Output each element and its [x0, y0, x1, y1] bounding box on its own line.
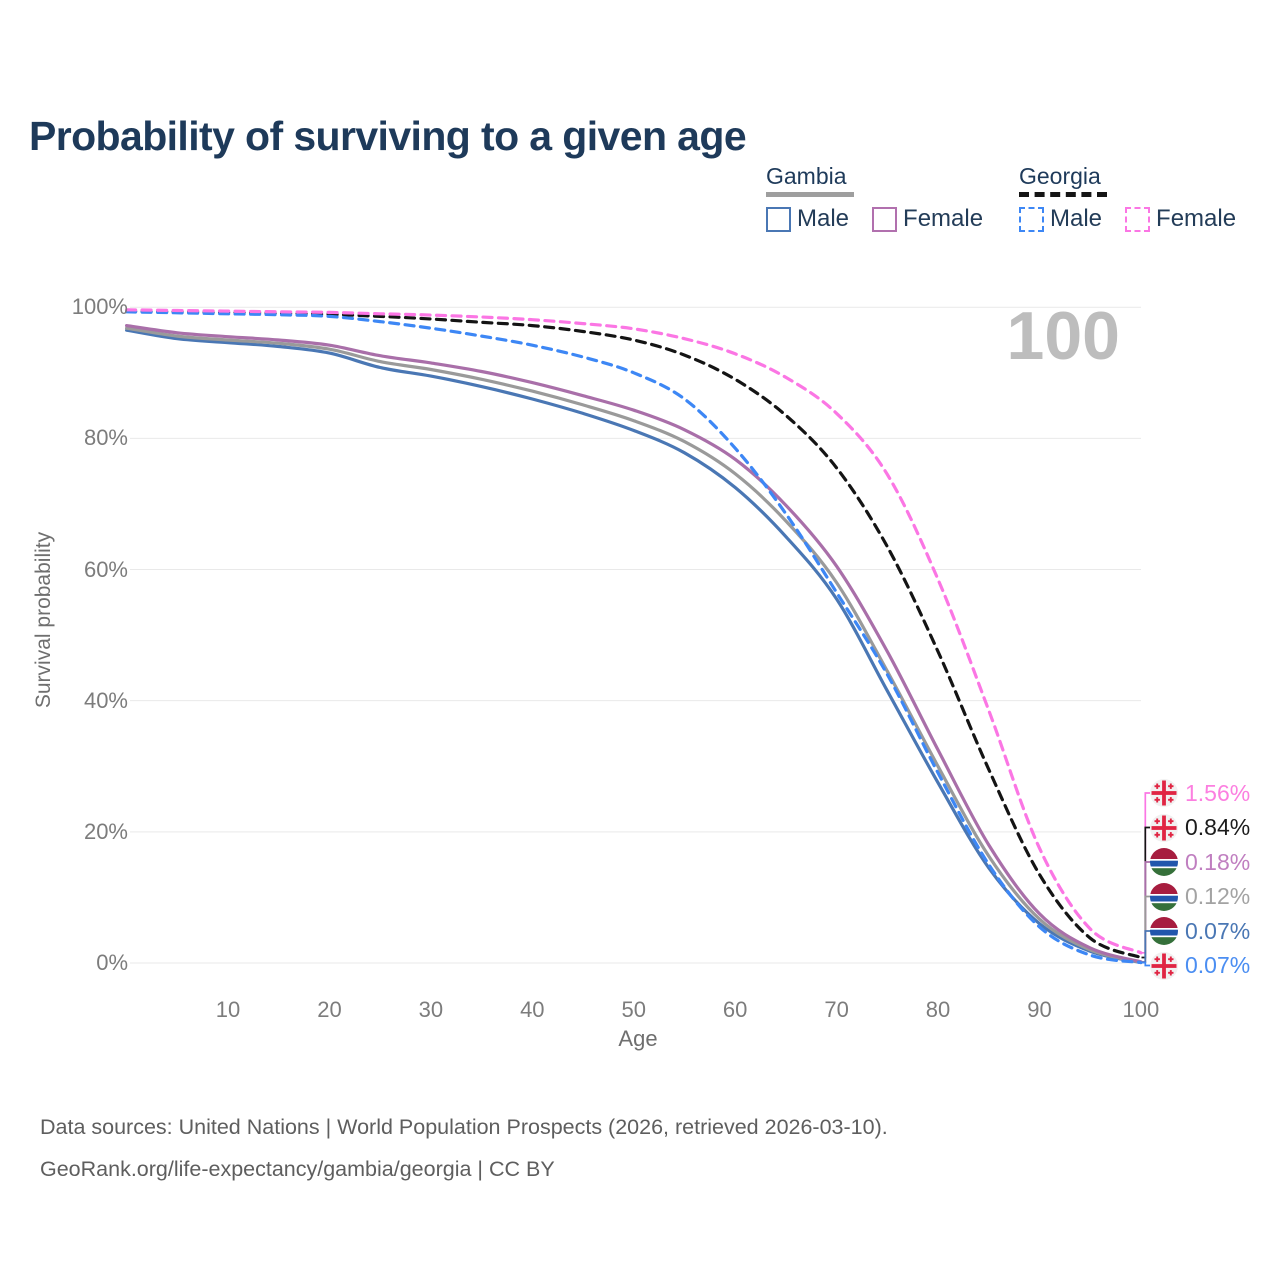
- end-label-georgia-0.84%[interactable]: 0.84%: [1150, 812, 1250, 844]
- georgia-male-swatch-icon: [1019, 206, 1044, 232]
- x-tick-label: 80: [925, 997, 951, 1022]
- end-label-value: 0.12%: [1185, 883, 1251, 909]
- y-tick-label: 80%: [83, 425, 128, 451]
- end-label-georgia-0.07%[interactable]: 0.07%: [1150, 950, 1250, 982]
- end-label-gambia-0.07%[interactable]: 0.07%: [1150, 915, 1250, 947]
- series-line-gambia-female[interactable]: [125, 324, 1143, 964]
- legend-item-label: Female: [1156, 205, 1237, 232]
- x-tick-label: 40: [520, 997, 545, 1022]
- legend-heading-gambia: Gambia: [766, 163, 854, 197]
- leader-line: [1141, 961, 1151, 967]
- y-tick-label: 100%: [71, 294, 128, 320]
- age-counter-watermark: 100: [1006, 298, 1120, 374]
- legend-group-gambia: Gambia Male Female: [766, 163, 983, 233]
- legend-item-label: Male: [1050, 205, 1103, 232]
- y-tick-label: 40%: [83, 687, 128, 713]
- georgia-flag-icon: [1150, 951, 1178, 980]
- x-tick-label: 100: [1122, 997, 1160, 1022]
- legend-group-georgia: Georgia Male Female: [1019, 163, 1236, 233]
- gambia-female-swatch-icon: [872, 206, 898, 232]
- gambia-male-swatch-icon: [766, 206, 791, 232]
- footer-link-line: GeoRank.org/life-expectancy/gambia/georg…: [40, 1157, 555, 1181]
- end-label-value: 0.07%: [1185, 917, 1251, 944]
- end-label-gambia-0.18%[interactable]: 0.18%: [1150, 846, 1250, 878]
- gambia-flag-icon: [1150, 917, 1178, 945]
- legend-item-georgia-female[interactable]: Female: [1125, 205, 1236, 233]
- y-tick-label: 0%: [96, 950, 128, 975]
- legend-item-label: Female: [903, 205, 984, 232]
- end-label-value: 0.84%: [1185, 814, 1251, 840]
- series-line-gambia[interactable]: [125, 326, 1143, 964]
- x-tick-label: 50: [621, 997, 646, 1022]
- legend-item-gambia-male[interactable]: Male: [766, 205, 849, 233]
- x-tick-label: 60: [722, 997, 748, 1022]
- legend-heading-georgia: Georgia: [1019, 163, 1107, 197]
- end-label-gambia-0.12%[interactable]: 0.12%: [1150, 881, 1250, 913]
- gambia-flag-icon: [1150, 882, 1178, 911]
- x-tick-label: 30: [418, 997, 444, 1022]
- legend-item-georgia-male[interactable]: Male: [1019, 205, 1102, 233]
- page-title: Probability of surviving to a given age: [29, 113, 747, 160]
- gambia-flag-icon: [1150, 848, 1178, 876]
- x-axis-title: Age: [618, 1026, 658, 1051]
- x-tick-label: 90: [1027, 997, 1052, 1022]
- georgia-female-swatch-icon: [1125, 206, 1151, 232]
- end-label-georgia-1.56%[interactable]: 1.56%: [1150, 777, 1250, 809]
- end-label-value: 0.18%: [1185, 848, 1251, 875]
- series-line-gambia-male[interactable]: [125, 328, 1143, 965]
- legend-items-gambia: Male Female: [766, 205, 983, 233]
- footer: Data sources: United Nations | World Pop…: [40, 1106, 888, 1190]
- end-label-value: 1.56%: [1185, 779, 1251, 806]
- series-line-georgia[interactable]: [125, 309, 1143, 960]
- end-label-value: 0.07%: [1185, 952, 1251, 978]
- series-line-georgia-female[interactable]: [125, 308, 1143, 955]
- legend-item-label: Male: [797, 205, 850, 232]
- georgia-flag-icon: [1150, 779, 1178, 807]
- x-tick-label: 70: [824, 997, 849, 1022]
- x-tick-label: 20: [317, 997, 342, 1022]
- x-tick-label: 10: [215, 997, 241, 1022]
- y-axis-title: Survival probability: [32, 531, 55, 709]
- georgia-flag-icon: [1150, 813, 1178, 842]
- footer-sources-line: Data sources: United Nations | World Pop…: [40, 1115, 888, 1139]
- y-tick-label: 60%: [83, 556, 128, 582]
- legend-items-georgia: Male Female: [1019, 205, 1236, 233]
- legend-item-gambia-female[interactable]: Female: [872, 205, 983, 233]
- y-tick-label: 20%: [83, 818, 128, 844]
